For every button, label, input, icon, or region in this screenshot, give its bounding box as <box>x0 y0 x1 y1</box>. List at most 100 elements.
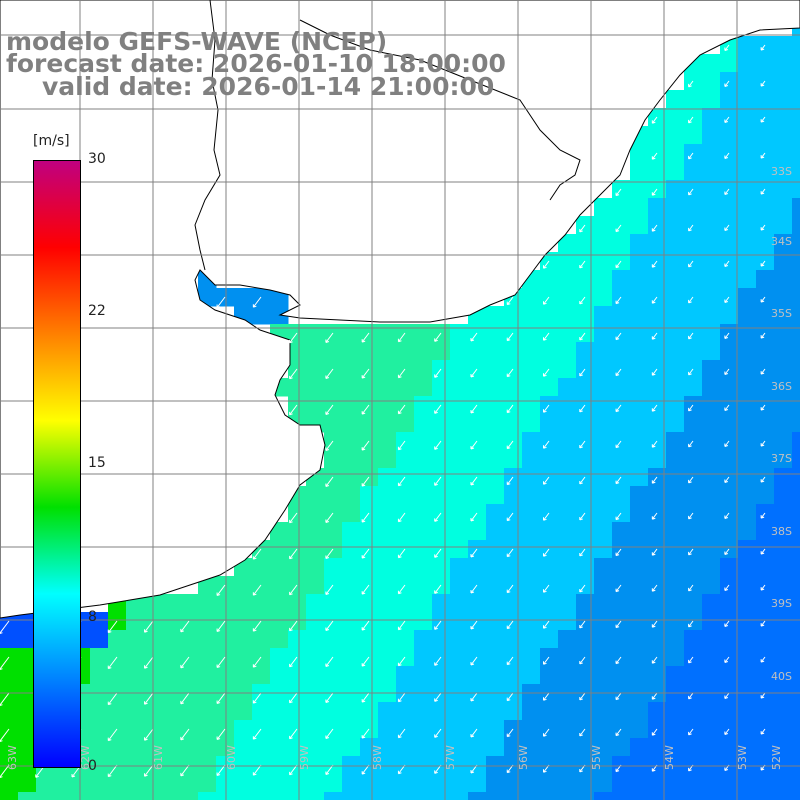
wind-cell <box>306 540 325 559</box>
wind-cell <box>720 234 739 253</box>
wind-arrow <box>434 692 442 702</box>
wind-cell <box>198 792 217 800</box>
wind-cell <box>414 666 433 685</box>
wind-cell <box>486 756 505 775</box>
wind-cell <box>720 378 739 397</box>
wind-cell <box>486 396 505 415</box>
wind-arrow <box>543 620 550 629</box>
wind-cell <box>18 756 37 775</box>
wind-cell <box>486 720 505 739</box>
wind-arrow <box>760 728 766 735</box>
wind-cell <box>378 612 397 631</box>
wind-cell <box>252 666 271 685</box>
wind-cell <box>594 378 613 397</box>
wind-cell <box>324 594 343 613</box>
wind-cell <box>774 396 793 415</box>
wind-cell <box>558 792 577 800</box>
wind-cell <box>450 576 469 595</box>
wind-cell <box>0 792 19 800</box>
wind-cell <box>180 702 199 721</box>
wind-cell <box>504 630 523 649</box>
wind-arrow <box>470 692 478 702</box>
wind-arrow <box>434 476 442 486</box>
wind-arrow <box>760 188 766 195</box>
wind-cell <box>432 702 451 721</box>
wind-arrow <box>325 548 334 559</box>
lat-label: 34S <box>771 235 792 248</box>
wind-cell <box>378 396 397 415</box>
wind-cell <box>234 576 253 595</box>
wind-cell <box>558 360 577 379</box>
wind-cell <box>684 522 703 541</box>
wind-cell <box>504 774 523 793</box>
wind-arrow <box>506 332 514 342</box>
wind-arrow <box>688 548 694 556</box>
wind-cell <box>396 666 415 685</box>
wind-arrow <box>361 512 370 523</box>
wind-arrow <box>760 368 766 375</box>
wind-cell <box>234 630 253 649</box>
wind-cell <box>774 90 793 109</box>
wind-arrow <box>615 440 622 449</box>
wind-cell <box>486 774 505 793</box>
wind-cell <box>396 522 415 541</box>
wind-cell <box>396 738 415 757</box>
wind-cell <box>792 648 800 667</box>
wind-cell <box>594 234 613 253</box>
wind-arrow <box>651 152 658 160</box>
wind-cell <box>612 522 631 541</box>
wind-cell <box>306 792 325 800</box>
wind-cell <box>450 666 469 685</box>
wind-cell <box>126 756 145 775</box>
wind-cell <box>594 792 613 800</box>
wind-cell <box>756 306 775 325</box>
wind-arrow <box>216 656 226 669</box>
wind-cell <box>702 738 721 757</box>
wind-cell <box>360 702 379 721</box>
wind-cell <box>558 666 577 685</box>
wind-cell <box>378 648 397 667</box>
wind-cell <box>306 756 325 775</box>
wind-cell <box>774 234 793 253</box>
wind-cell <box>558 342 577 361</box>
wind-cell <box>342 576 361 595</box>
wind-cell <box>648 594 667 613</box>
wind-cell <box>720 198 739 217</box>
wind-cell <box>774 522 793 541</box>
wind-cell <box>774 576 793 595</box>
wind-cell <box>342 360 361 379</box>
wind-arrow <box>724 440 730 447</box>
wind-cell <box>666 396 685 415</box>
wind-cell <box>576 738 595 757</box>
wind-cell <box>792 126 800 145</box>
wind-arrow <box>651 296 658 304</box>
wind-cell <box>792 486 800 505</box>
wind-cell <box>540 702 559 721</box>
wind-cell <box>720 702 739 721</box>
wind-cell <box>684 486 703 505</box>
wind-arrow <box>180 692 190 705</box>
wind-arrow <box>724 656 730 663</box>
wind-cell <box>342 414 361 433</box>
wind-arrow <box>651 368 658 376</box>
wind-arrow <box>361 692 370 703</box>
wind-cell <box>360 630 379 649</box>
wind-cell <box>558 522 577 541</box>
wind-cell <box>306 522 325 541</box>
wind-arrow <box>651 512 658 520</box>
wind-cell <box>342 558 361 577</box>
wind-arrow <box>289 620 298 632</box>
wind-cell <box>630 270 649 289</box>
wind-cell <box>702 792 721 800</box>
wind-arrow <box>361 368 370 379</box>
wind-cell <box>792 234 800 253</box>
wind-cell <box>738 252 757 271</box>
wind-cell <box>306 612 325 631</box>
wind-cell <box>414 594 433 613</box>
wind-cell <box>342 522 361 541</box>
wind-cell <box>126 630 145 649</box>
wind-cell <box>792 180 800 199</box>
wind-cell <box>738 342 757 361</box>
wind-cell <box>450 594 469 613</box>
wind-arrow <box>252 548 262 560</box>
